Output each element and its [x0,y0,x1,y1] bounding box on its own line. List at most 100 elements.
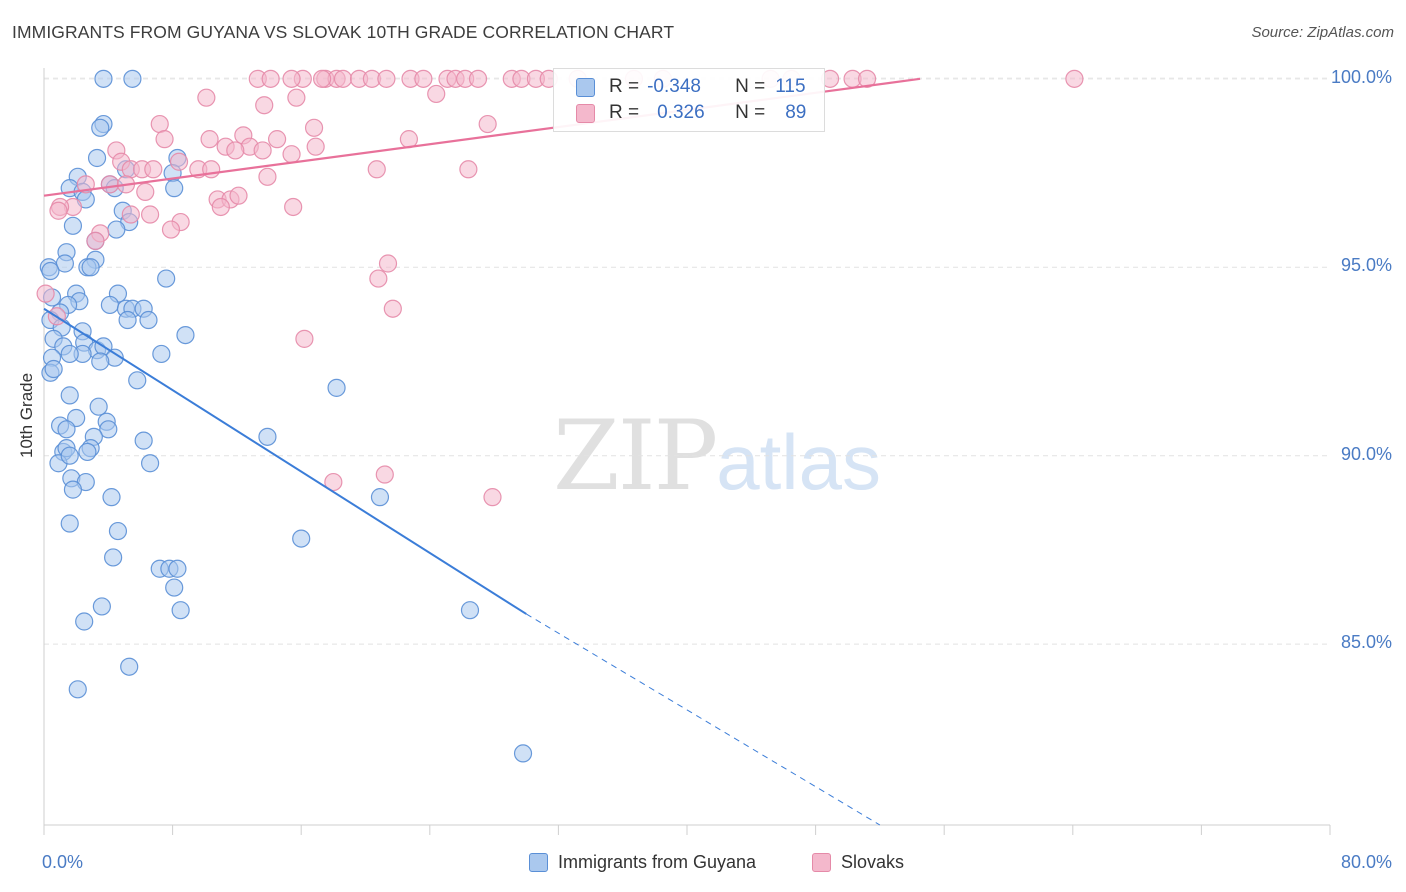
point-guyana [134,431,153,450]
point-slovaks [459,160,478,179]
point-slovaks [49,201,68,220]
point-guyana [102,488,121,507]
trendline-guyana [43,307,527,615]
point-slovaks [324,472,343,492]
point-slovaks [253,141,272,160]
r-label: R = [609,76,640,97]
y-tick-label: 95.0% [1340,255,1392,276]
point-guyana [63,480,83,499]
point-slovaks [427,84,446,104]
axes [43,68,1331,835]
point-guyana [104,548,123,567]
point-slovaks [287,88,306,107]
point-guyana [63,216,83,235]
point-slovaks [140,205,160,224]
point-slovaks [306,137,325,156]
point-guyana [157,269,176,288]
point-slovaks [375,465,394,484]
point-guyana [176,325,195,345]
point-slovaks [36,284,55,303]
point-guyana [57,420,76,439]
legend-label-guyana: Immigrants from Guyana [558,852,757,872]
point-guyana [60,344,79,364]
point-guyana [81,258,100,277]
point-slovaks [282,145,301,164]
point-slovaks [161,220,181,239]
y-axis-title: 10th Grade [17,372,36,458]
y-tick-label: 100.0% [1330,66,1392,87]
watermark: ZIPatlas [553,400,881,512]
point-guyana [370,488,390,507]
point-slovaks [468,69,488,88]
point-slovaks [399,130,419,149]
point-guyana [152,344,171,364]
n-value-slovaks: 89 [785,102,807,123]
legend-label-slovaks: Slovaks [841,852,905,872]
point-slovaks [383,299,402,318]
legend-row-guyana: R = -0.348 N = 115 [576,74,806,100]
point-guyana [75,612,94,631]
point-slovaks [857,69,877,88]
x-tick-label-max: 80.0% [1340,852,1392,872]
grid-lines [44,77,1330,645]
legend-swatch-slovaks [812,853,831,872]
correlation-legend: R = -0.348 N = 115 R = 0.326 N = 89 [553,68,825,132]
point-slovaks [1065,69,1084,88]
point-slovaks [414,69,433,88]
point-guyana [94,69,113,88]
point-guyana [89,397,108,416]
point-guyana [107,220,126,239]
point-guyana [78,442,97,462]
point-slovaks [86,231,105,250]
point-slovaks [258,167,277,186]
point-slovaks [282,69,301,88]
point-guyana [44,359,63,379]
y-tick-label: 85.0% [1340,632,1392,653]
point-slovaks [150,114,169,134]
point-slovaks [367,160,386,179]
point-guyana [513,744,533,763]
point-guyana [140,454,160,473]
point-guyana [168,559,187,578]
r-label: R = [609,102,640,123]
n-value-guyana: 115 [775,76,806,97]
watermark-atlas: atlas [716,418,881,506]
point-guyana [60,446,79,465]
trendline-guyana-extension [525,613,881,826]
x-tick-label-min: 0.0% [42,852,84,872]
point-guyana [258,427,277,446]
point-slovaks [226,141,245,160]
point-slovaks [155,130,174,149]
watermark-zip: ZIP [553,400,718,512]
point-guyana [41,261,60,281]
point-slovaks [304,118,324,137]
point-slovaks [100,175,120,194]
point-slovaks [261,69,280,88]
point-slovaks [312,69,332,88]
series-slovaks-points [36,69,1084,507]
point-slovaks [136,182,155,201]
r-value-guyana: -0.348 [647,76,701,97]
n-label: N = [735,102,766,123]
point-guyana [118,310,137,330]
point-guyana [87,148,107,168]
point-slovaks [229,186,248,205]
point-slovaks [295,329,314,348]
point-slovaks [200,130,219,149]
point-guyana [99,420,118,439]
point-slovaks [478,114,497,134]
point-slovaks [197,88,216,107]
point-guyana [100,295,120,315]
point-slovaks [284,197,303,217]
point-guyana [120,657,139,676]
point-guyana [292,529,311,548]
source-credit: Source: ZipAtlas.com [1251,24,1394,41]
point-slovaks [144,160,163,179]
legend-item-slovaks[interactable]: Slovaks [812,852,904,873]
point-guyana [92,597,111,616]
point-guyana [68,680,87,699]
legend-item-guyana[interactable]: Immigrants from Guyana [529,852,756,873]
point-slovaks [121,205,140,224]
chart-title: IMMIGRANTS FROM GUYANA VS SLOVAK 10TH GR… [12,22,675,42]
